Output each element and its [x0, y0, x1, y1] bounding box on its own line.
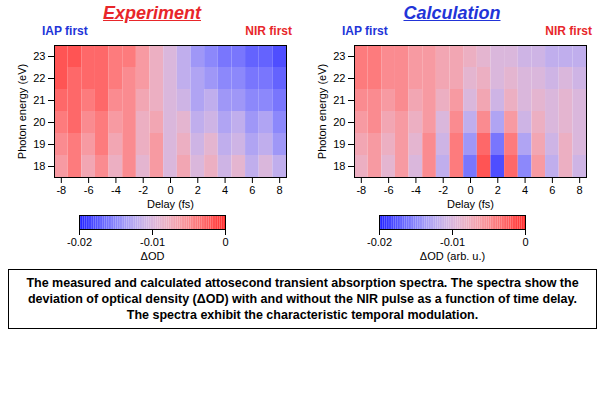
- html-text:Calculation: Calculation: [403, 3, 501, 23]
- svg-text:Delay (fs): Delay (fs): [447, 198, 494, 210]
- svg-text:-0.01: -0.01: [440, 236, 465, 248]
- svg-text:-6: -6: [384, 184, 394, 196]
- svg-text:4: 4: [522, 184, 528, 196]
- svg-text:0: 0: [222, 236, 228, 248]
- svg-text:22: 22: [333, 72, 345, 84]
- svg-text:-8: -8: [356, 184, 366, 196]
- svg-text:22: 22: [33, 72, 45, 84]
- svg-text:-0.02: -0.02: [67, 236, 92, 248]
- svg-text:19: 19: [333, 138, 345, 150]
- svg-text:19: 19: [33, 138, 45, 150]
- svg-text:8: 8: [577, 184, 583, 196]
- svg-text:-0.02: -0.02: [367, 236, 392, 248]
- svg-text:-2: -2: [438, 184, 448, 196]
- svg-text:4: 4: [222, 184, 228, 196]
- svg-text:20: 20: [333, 116, 345, 128]
- svg-text:20: 20: [33, 116, 45, 128]
- svg-text:6: 6: [549, 184, 555, 196]
- html-text:IAP first: IAP first: [42, 24, 88, 38]
- svg-text:0: 0: [522, 236, 528, 248]
- svg-text:8: 8: [277, 184, 283, 196]
- svg-text:0: 0: [167, 184, 173, 196]
- svg-text:2: 2: [495, 184, 501, 196]
- svg-text:ΔOD: ΔOD: [141, 250, 165, 262]
- svg-text:-0.01: -0.01: [140, 236, 165, 248]
- svg-text:0: 0: [467, 184, 473, 196]
- html-text:NIR first: NIR first: [545, 24, 592, 38]
- svg-text:-8: -8: [56, 184, 66, 196]
- svg-text:21: 21: [33, 94, 45, 106]
- html-text:IAP first: IAP first: [342, 24, 388, 38]
- svg-text:23: 23: [33, 50, 45, 62]
- svg-text:-4: -4: [411, 184, 421, 196]
- svg-text:ΔOD (arb. u.): ΔOD (arb. u.): [420, 250, 485, 262]
- svg-text:23: 23: [333, 50, 345, 62]
- svg-text:Photon energy (eV): Photon energy (eV): [316, 64, 328, 159]
- svg-text:18: 18: [333, 160, 345, 172]
- svg-text:-2: -2: [138, 184, 148, 196]
- svg-text:Photon energy (eV): Photon energy (eV): [16, 64, 28, 159]
- html-text:Experiment: Experiment: [103, 3, 201, 23]
- html-text:NIR first: NIR first: [245, 24, 292, 38]
- svg-text:Delay (fs): Delay (fs): [147, 198, 194, 210]
- svg-text:-6: -6: [84, 184, 94, 196]
- svg-text:6: 6: [249, 184, 255, 196]
- svg-text:2: 2: [195, 184, 201, 196]
- svg-text:21: 21: [333, 94, 345, 106]
- svg-text:-4: -4: [111, 184, 121, 196]
- svg-text:18: 18: [33, 160, 45, 172]
- html-text:The measured and calculated at: The measured and calculated attosecond t…: [26, 276, 579, 322]
